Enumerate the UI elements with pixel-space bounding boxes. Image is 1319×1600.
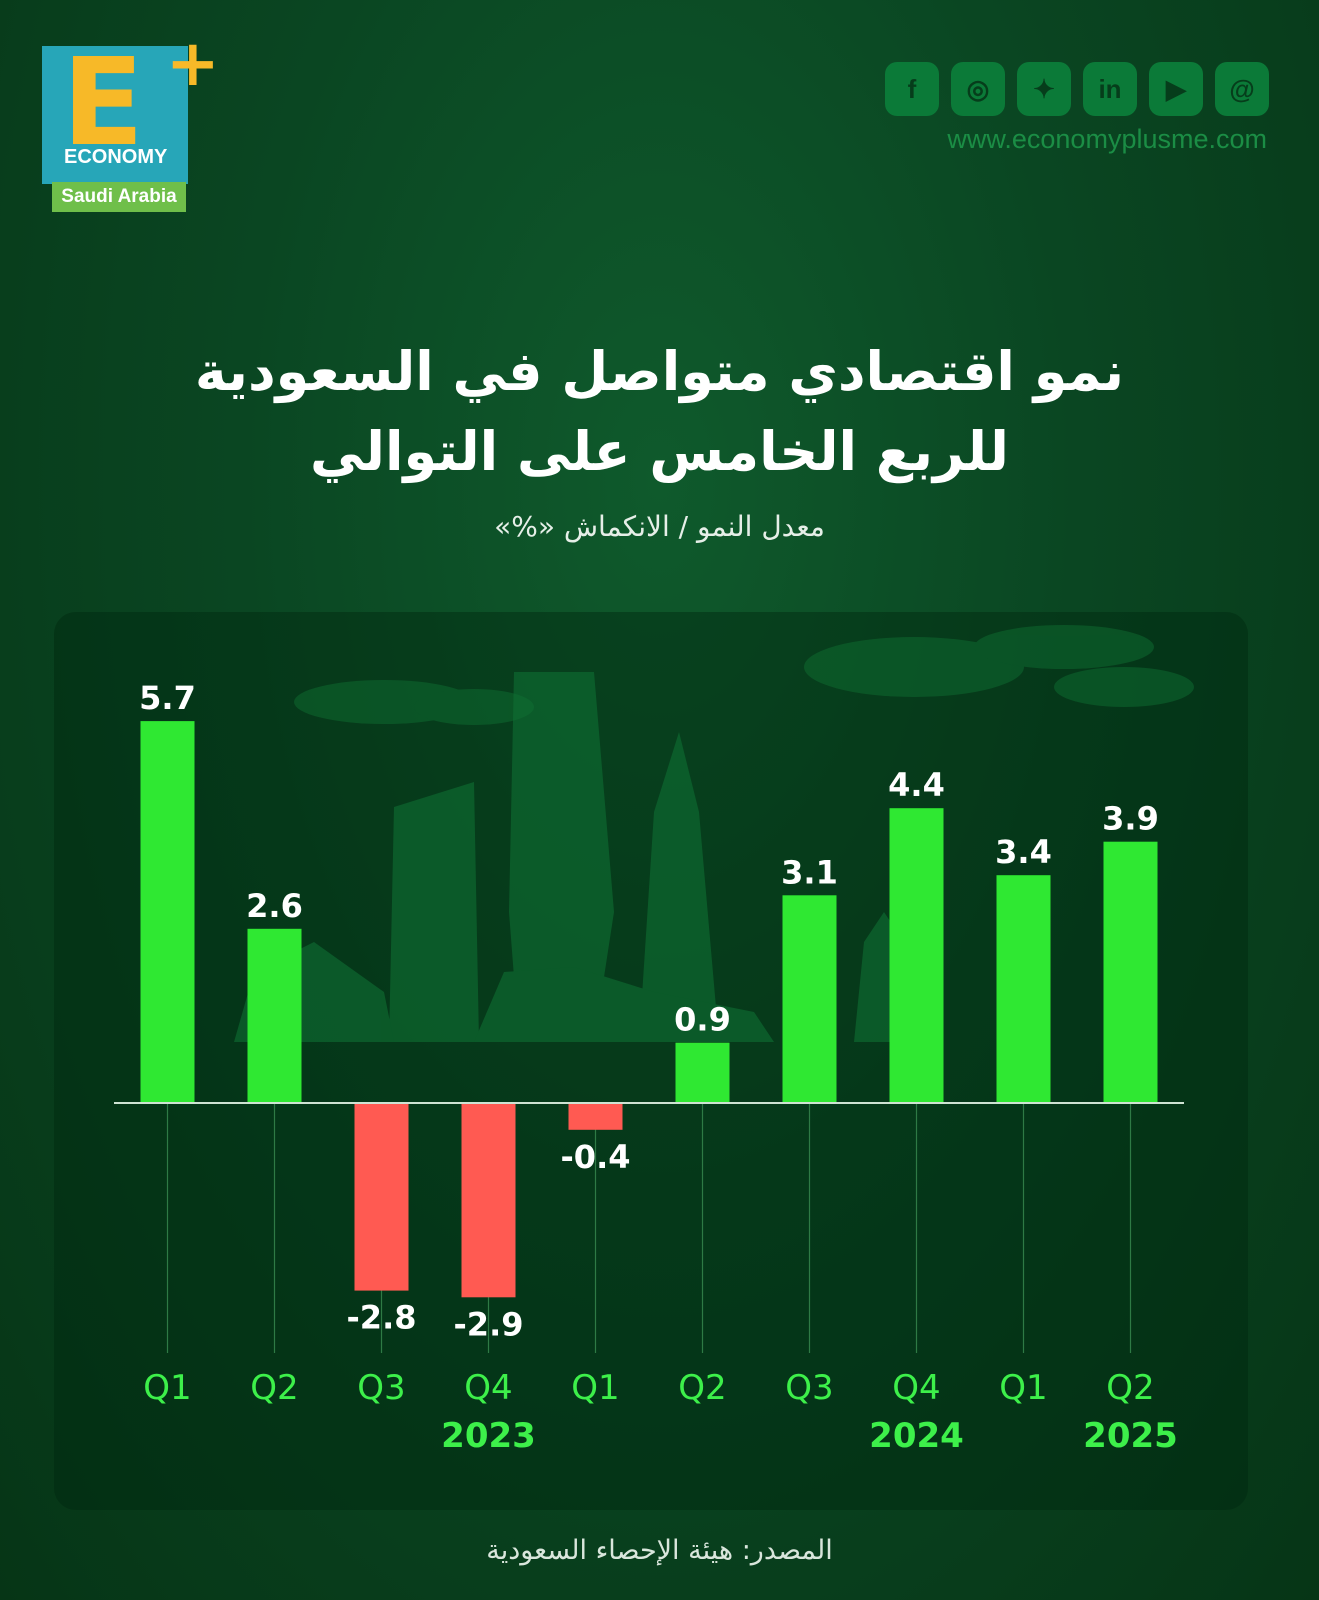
x-tick-label: Q4 <box>892 1368 940 1408</box>
bar <box>675 1042 730 1103</box>
facebook-icon[interactable]: f <box>885 62 939 116</box>
bar <box>1103 841 1158 1103</box>
bar <box>354 1103 409 1291</box>
x-tick-label: Q3 <box>785 1368 833 1408</box>
bar <box>568 1103 623 1130</box>
x-tick-label: Q2 <box>1106 1368 1154 1408</box>
value-label: -2.8 <box>347 1299 417 1337</box>
chart-title-line1: نمو اقتصادي متواصل في السعودية <box>194 340 1125 403</box>
youtube-icon[interactable]: ▶ <box>1149 62 1203 116</box>
x-axis-labels: Q1 Q2 Q3 Q4 Q1 Q2 Q3 Q4 Q1 Q2 <box>143 1368 1154 1408</box>
x-tick-label: Q1 <box>999 1368 1047 1408</box>
linkedin-icon[interactable]: in <box>1083 62 1137 116</box>
x-tick-label: Q2 <box>250 1368 298 1408</box>
x-tick-label: Q1 <box>143 1368 191 1408</box>
brand-logo: E + ECONOMY Saudi Arabia <box>42 32 220 218</box>
bar <box>996 875 1051 1103</box>
logo-box <box>42 46 188 184</box>
logo-region: Saudi Arabia <box>52 182 186 212</box>
bar <box>140 721 195 1103</box>
logo-wordmark: ECONOMY <box>64 146 168 168</box>
value-label: 4.4 <box>888 766 945 804</box>
value-label: -2.9 <box>454 1305 524 1343</box>
chart-title-line2: للربع الخامس على التوالي <box>310 420 1009 483</box>
twitter-icon[interactable]: ✦ <box>1017 62 1071 116</box>
instagram-icon[interactable]: ◎ <box>951 62 1005 116</box>
value-label: 0.9 <box>674 1001 731 1039</box>
value-label: -0.4 <box>561 1138 631 1176</box>
chart-subtitle: معدل النمو / الانكماش «%» <box>494 510 825 543</box>
social-links: f ◎ ✦ in ▶ @ <box>885 62 1269 116</box>
year-label: 2023 <box>441 1416 536 1456</box>
chart-guides <box>166 1103 1132 1353</box>
x-tick-label: Q4 <box>464 1368 512 1408</box>
chart-panel: 5.7 2.6 -2.8 -2.9 -0.4 0.9 3.1 4.4 3.4 3.9 Q1 Q2 Q3… <box>54 612 1248 1510</box>
value-label: 2.6 <box>246 887 303 925</box>
x-tick-label: Q2 <box>678 1368 726 1408</box>
value-label: 5.7 <box>139 679 196 717</box>
year-labels: 2023 2024 2025 <box>441 1416 1178 1456</box>
bar-chart: 5.7 2.6 -2.8 -2.9 -0.4 0.9 3.1 4.4 3.4 3.9 Q1 Q2 Q3… <box>114 679 1184 1456</box>
year-label: 2025 <box>1083 1416 1178 1456</box>
website-link[interactable]: www.economyplusme.com <box>947 124 1267 154</box>
chart-bars <box>140 721 1158 1298</box>
value-label: 3.1 <box>781 853 838 891</box>
logo-letter: E <box>62 34 144 173</box>
bar <box>889 808 944 1103</box>
skyline-illustration <box>234 625 1194 1042</box>
x-tick-label: Q3 <box>357 1368 405 1408</box>
bar <box>461 1103 516 1298</box>
value-labels: 5.7 2.6 -2.8 -2.9 -0.4 0.9 3.1 4.4 3.4 3.9 <box>139 679 1159 1343</box>
bar <box>247 928 302 1103</box>
source-note: المصدر: هيئة الإحصاء السعودية <box>486 1535 833 1566</box>
bar <box>782 895 837 1103</box>
value-label: 3.4 <box>995 833 1052 871</box>
value-label: 3.9 <box>1102 800 1159 838</box>
logo-plus: + <box>166 27 220 101</box>
x-tick-label: Q1 <box>571 1368 619 1408</box>
year-label: 2024 <box>869 1416 964 1456</box>
threads-icon[interactable]: @ <box>1215 62 1269 116</box>
